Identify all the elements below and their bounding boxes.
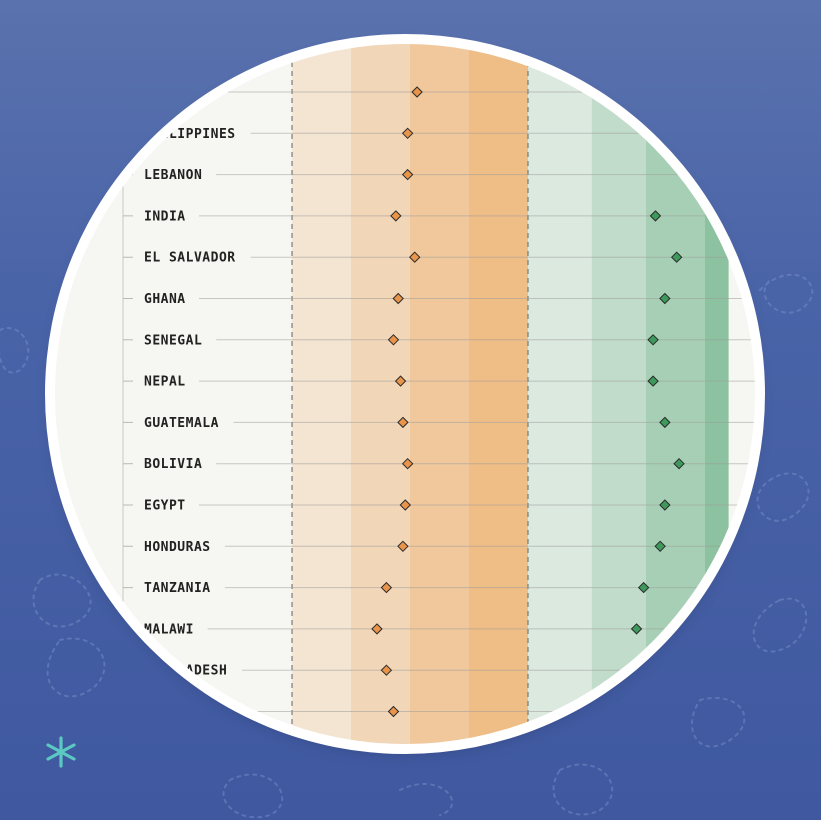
grid-layer: [122, 44, 755, 744]
country-label: INDIA: [144, 209, 186, 224]
country-label: GUATEMALA: [144, 416, 219, 431]
orange-point: [409, 251, 421, 263]
color-band: [528, 44, 592, 744]
country-label: EL SALVADOR: [144, 251, 236, 266]
green-point: [659, 292, 671, 305]
green-point: [637, 581, 650, 594]
color-band: [351, 44, 410, 744]
orange-point: [397, 416, 409, 429]
green-point: [647, 334, 659, 346]
green-point: [647, 375, 659, 387]
label-layer: PHILIPPINES LEBANON INDIA EL SALVADOR GHANA S…: [144, 127, 236, 679]
band-layer: [292, 44, 729, 744]
color-band: [646, 44, 705, 744]
green-point: [673, 457, 685, 470]
orange-point: [387, 705, 400, 718]
green-point: [659, 499, 671, 511]
orange-point: [380, 581, 393, 594]
country-label: PHILIPPINES: [144, 127, 236, 142]
orange-point: [371, 623, 383, 635]
color-band: [292, 44, 351, 744]
orange-point: [411, 86, 423, 98]
orange-point: [387, 334, 400, 346]
green-point: [670, 251, 683, 263]
color-band: [591, 44, 646, 744]
country-label: SENEGAL: [144, 333, 202, 348]
orange-point: [401, 457, 414, 470]
point-layer: [371, 86, 685, 718]
magnifier-lens: PHILIPPINES LEBANON INDIA EL SALVADOR GHANA S…: [55, 44, 755, 744]
country-label: LEBANON: [144, 168, 202, 183]
country-label: BOLIVIA: [144, 457, 202, 472]
asterisk-icon: [46, 736, 76, 768]
green-point: [630, 623, 643, 635]
orange-point: [397, 540, 409, 553]
country-label: HONDURAS: [144, 540, 211, 555]
country-label: TANZANIA: [144, 581, 211, 596]
orange-point: [401, 127, 414, 140]
orange-point: [401, 168, 414, 181]
color-band: [469, 44, 528, 744]
green-point: [659, 416, 671, 429]
orange-point: [399, 499, 411, 511]
country-label: MALAWI: [144, 622, 194, 637]
orange-point: [380, 664, 393, 676]
country-label: EGYPT: [144, 499, 186, 514]
color-band: [705, 44, 729, 744]
dot-plot-chart: PHILIPPINES LEBANON INDIA EL SALVADOR GHANA S…: [122, 44, 755, 744]
country-label: GHANA: [144, 292, 186, 307]
orange-point: [394, 375, 407, 387]
orange-point: [392, 292, 404, 305]
orange-point: [390, 210, 402, 222]
country-label: NEPAL: [144, 375, 186, 390]
green-point: [649, 210, 662, 222]
green-point: [654, 540, 666, 553]
color-band: [410, 44, 469, 744]
country-label: BANGLADESH: [144, 664, 227, 679]
